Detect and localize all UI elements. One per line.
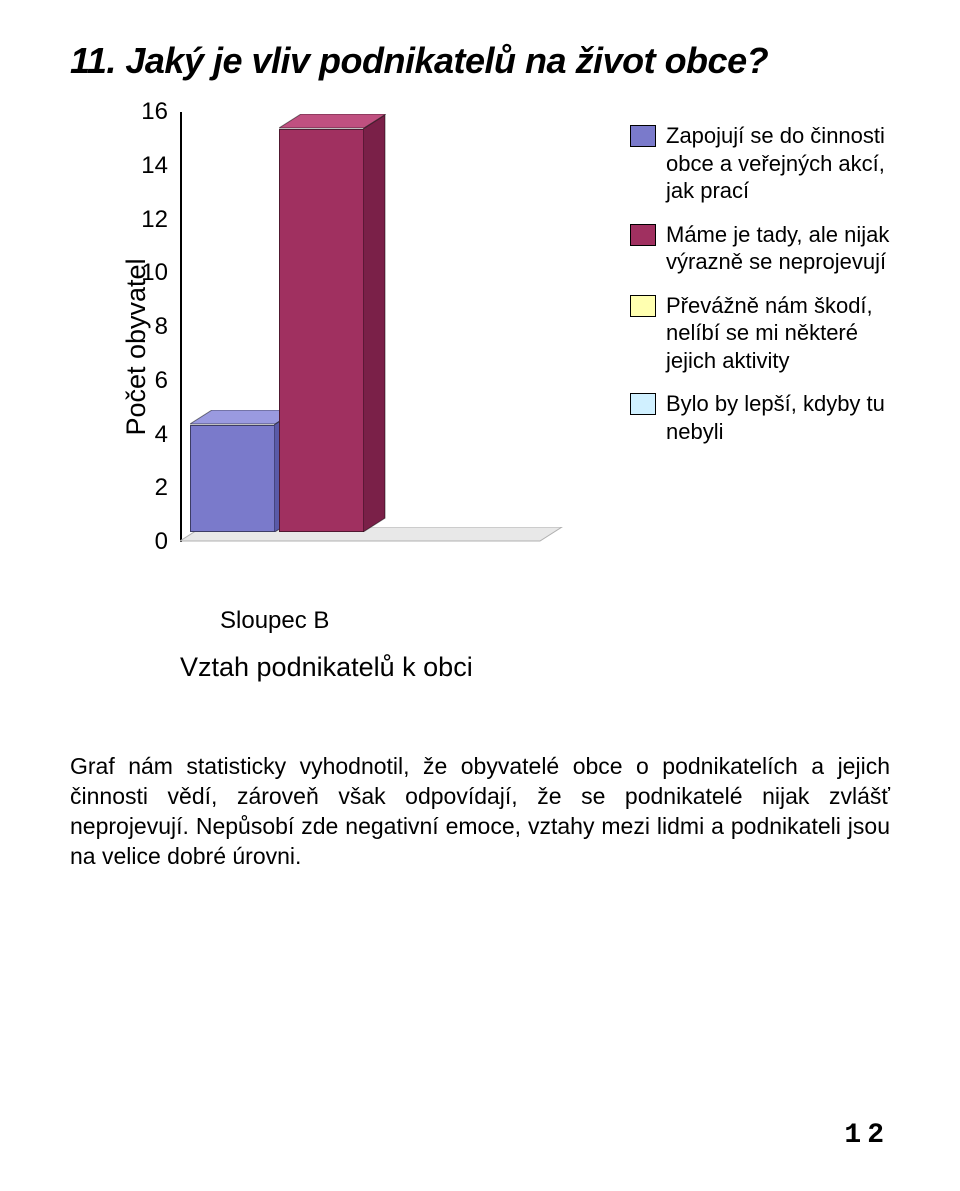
chart-row: Počet obyvatel 0246810121416 Sloupec B V… xyxy=(70,112,890,582)
y-tick: 0 xyxy=(155,528,168,556)
category-label: Sloupec B xyxy=(220,607,329,635)
plot-area xyxy=(180,112,560,542)
legend: Zapojují se do činnosti obce a veřejných… xyxy=(630,122,890,461)
bar-chart: Počet obyvatel 0246810121416 xyxy=(70,112,590,582)
page-title: 11. Jaký je vliv podnikatelů na život ob… xyxy=(70,40,890,82)
legend-item: Bylo by lepší, kdyby tu nebyli xyxy=(630,390,890,445)
chart-wrapper: Počet obyvatel 0246810121416 Sloupec B V… xyxy=(70,112,610,582)
y-axis-ticks: 0246810121416 xyxy=(128,112,168,542)
legend-swatch xyxy=(630,393,656,415)
y-tick: 4 xyxy=(155,421,168,449)
bar xyxy=(279,115,386,532)
legend-label: Zapojují se do činnosti obce a veřejných… xyxy=(666,122,890,205)
y-tick: 10 xyxy=(141,259,168,287)
legend-swatch xyxy=(630,125,656,147)
legend-label: Bylo by lepší, kdyby tu nebyli xyxy=(666,390,890,445)
page-number: 12 xyxy=(844,1120,890,1151)
legend-label: Máme je tady, ale nijak výrazně se nepro… xyxy=(666,221,890,276)
y-tick: 6 xyxy=(155,367,168,395)
legend-label: Převážně nám škodí, nelíbí se mi některé… xyxy=(666,292,890,375)
x-axis-label: Vztah podnikatelů k obci xyxy=(180,652,473,683)
legend-swatch xyxy=(630,224,656,246)
y-tick: 14 xyxy=(141,152,168,180)
legend-item: Zapojují se do činnosti obce a veřejných… xyxy=(630,122,890,205)
bars-group xyxy=(180,112,560,542)
y-tick: 12 xyxy=(141,206,168,234)
legend-item: Máme je tady, ale nijak výrazně se nepro… xyxy=(630,221,890,276)
legend-item: Převážně nám škodí, nelíbí se mi některé… xyxy=(630,292,890,375)
y-tick: 8 xyxy=(155,313,168,341)
body-paragraph: Graf nám statisticky vyhodnotil, že obyv… xyxy=(70,752,890,872)
legend-swatch xyxy=(630,295,656,317)
y-tick: 16 xyxy=(141,98,168,126)
page: 11. Jaký je vliv podnikatelů na život ob… xyxy=(0,0,960,1191)
bar xyxy=(457,518,564,532)
y-tick: 2 xyxy=(155,474,168,502)
